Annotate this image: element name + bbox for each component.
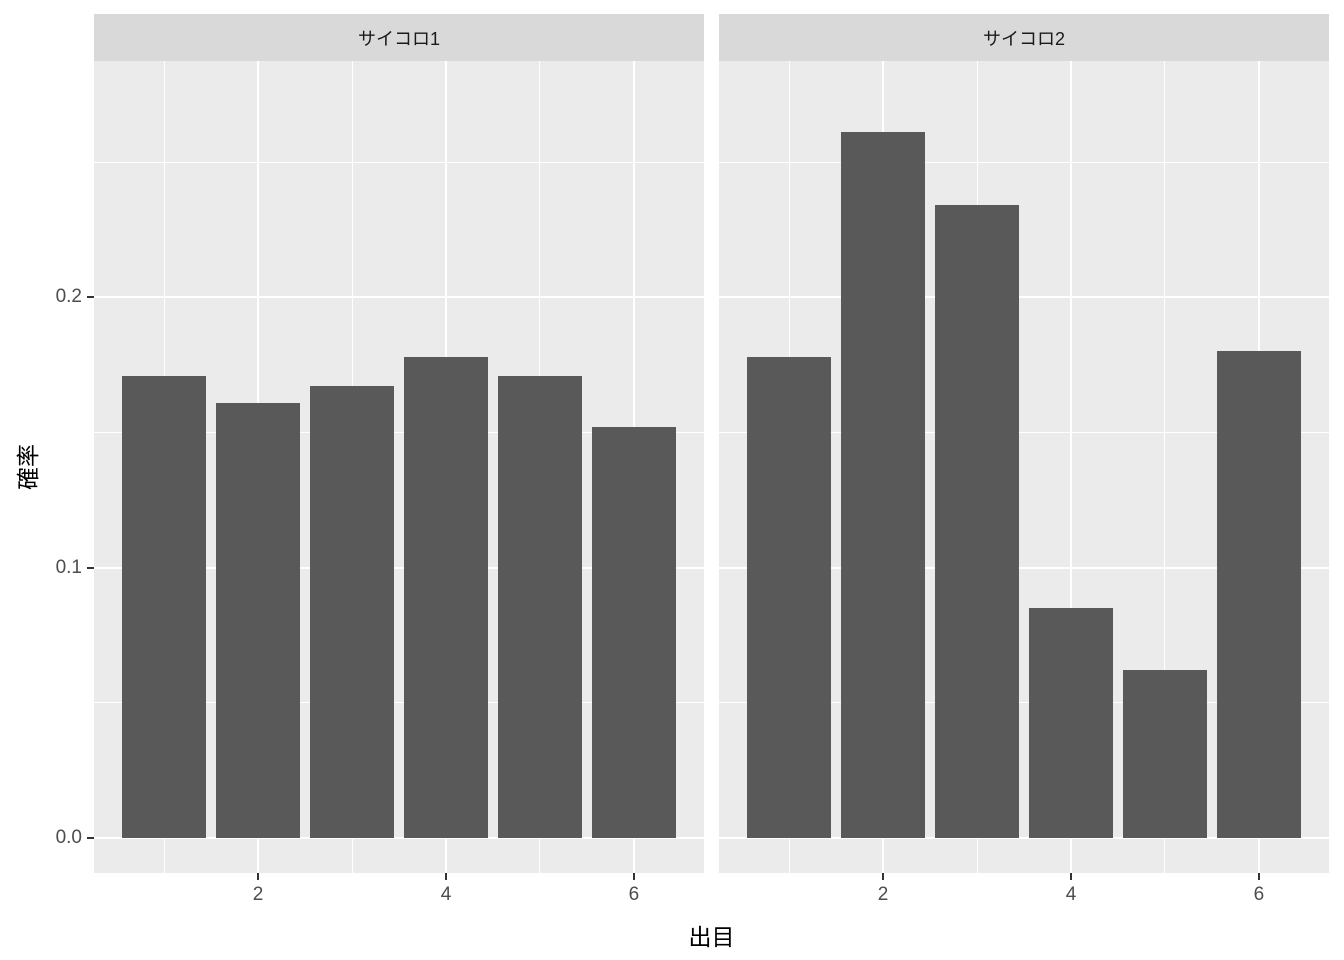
- facet-strip-label: サイコロ2: [982, 28, 1065, 49]
- facet-strip-dice2: サイコロ2: [719, 14, 1329, 61]
- bar-サイコロ2-2: [840, 132, 926, 838]
- bar-サイコロ1-1: [121, 375, 207, 838]
- gridline-y-minor: [719, 431, 1329, 433]
- gridline-y-major: [94, 296, 704, 299]
- gridline-y-major: [719, 566, 1329, 569]
- bar-サイコロ1-2: [215, 402, 301, 838]
- plot-panel-dice1: [94, 61, 704, 873]
- y-tick-label: 0.1: [55, 556, 82, 578]
- gridline-y-major: [719, 296, 1329, 299]
- y-tick-label: 0.0: [55, 826, 82, 848]
- bar-サイコロ1-6: [591, 426, 677, 838]
- x-tick-mark: [632, 873, 635, 880]
- gridline-y-minor: [719, 702, 1329, 704]
- gridline-y-minor: [94, 161, 704, 163]
- y-tick-label: 0.2: [55, 286, 82, 308]
- y-tick-mark: [87, 836, 94, 839]
- bar-サイコロ2-1: [746, 356, 832, 838]
- x-tick-mark: [882, 873, 884, 880]
- gridline-y-major: [94, 836, 704, 839]
- y-tick-mark: [87, 566, 94, 569]
- gridline-y-minor: [94, 702, 704, 704]
- x-tick-mark: [1069, 873, 1072, 880]
- x-tick-label: 4: [1065, 884, 1077, 905]
- gridline-x-minor: [1164, 61, 1166, 873]
- facet-strip-dice1: サイコロ1: [94, 14, 704, 61]
- gridline-y-major: [719, 836, 1329, 839]
- x-axis-title: 出目: [688, 924, 735, 950]
- gridline-x-major: [1069, 61, 1072, 873]
- plot-panel-dice2: [719, 61, 1329, 873]
- x-tick-mark: [444, 873, 447, 880]
- y-tick-mark: [87, 296, 94, 299]
- x-tick-label: 6: [628, 884, 640, 905]
- y-axis-title: 確率: [15, 444, 41, 490]
- bar-サイコロ1-4: [403, 356, 489, 838]
- x-tick-label: 6: [1253, 884, 1265, 905]
- gridline-y-minor: [94, 431, 704, 433]
- x-tick-label: 2: [252, 884, 264, 905]
- x-tick-mark: [1257, 873, 1260, 880]
- gridline-y-major: [94, 566, 704, 569]
- facet-strip-label: サイコロ1: [357, 28, 440, 49]
- x-tick-label: 2: [877, 884, 889, 905]
- bar-サイコロ2-5: [1122, 670, 1208, 838]
- gridline-y-minor: [719, 161, 1329, 163]
- bar-サイコロ1-5: [497, 375, 583, 838]
- x-tick-mark: [257, 873, 259, 880]
- bar-サイコロ1-3: [309, 386, 395, 838]
- bar-サイコロ2-4: [1028, 608, 1114, 838]
- bar-サイコロ2-6: [1216, 351, 1302, 838]
- bar-サイコロ2-3: [934, 205, 1020, 838]
- x-tick-label: 4: [440, 884, 452, 905]
